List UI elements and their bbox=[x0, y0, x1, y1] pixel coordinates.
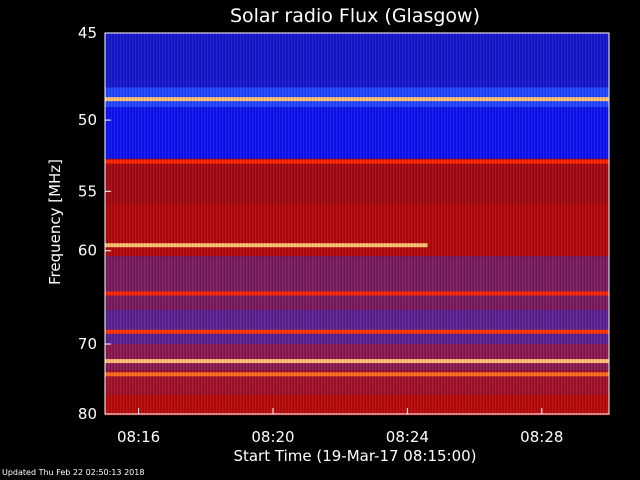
x-tick-label: 08:20 bbox=[251, 428, 294, 446]
chart-title: Solar radio Flux (Glasgow) bbox=[230, 5, 480, 27]
y-tick-label: 55 bbox=[78, 182, 97, 200]
y-tick-label: 60 bbox=[78, 242, 97, 260]
time-striation-texture bbox=[105, 33, 609, 414]
updated-timestamp: Updated Thu Feb 22 02:50:13 2018 bbox=[2, 468, 145, 477]
x-axis-label: Start Time (19-Mar-17 08:15:00) bbox=[233, 447, 476, 465]
x-axis-ticks: 08:16 08:20 08:24 08:28 bbox=[117, 408, 563, 446]
y-tick-label: 45 bbox=[78, 24, 97, 42]
y-tick-label: 80 bbox=[78, 405, 97, 423]
x-tick-label: 08:24 bbox=[386, 428, 429, 446]
y-tick-label: 70 bbox=[78, 335, 97, 353]
y-axis-label: Frequency [MHz] bbox=[46, 159, 64, 285]
plot-area bbox=[104, 32, 610, 416]
y-axis-ticks: 45 50 55 60 70 80 bbox=[78, 24, 111, 423]
x-tick-label: 08:16 bbox=[117, 428, 160, 446]
plot-frame bbox=[104, 32, 610, 415]
y-tick-label: 50 bbox=[78, 111, 97, 129]
x-tick-label: 08:28 bbox=[520, 428, 563, 446]
